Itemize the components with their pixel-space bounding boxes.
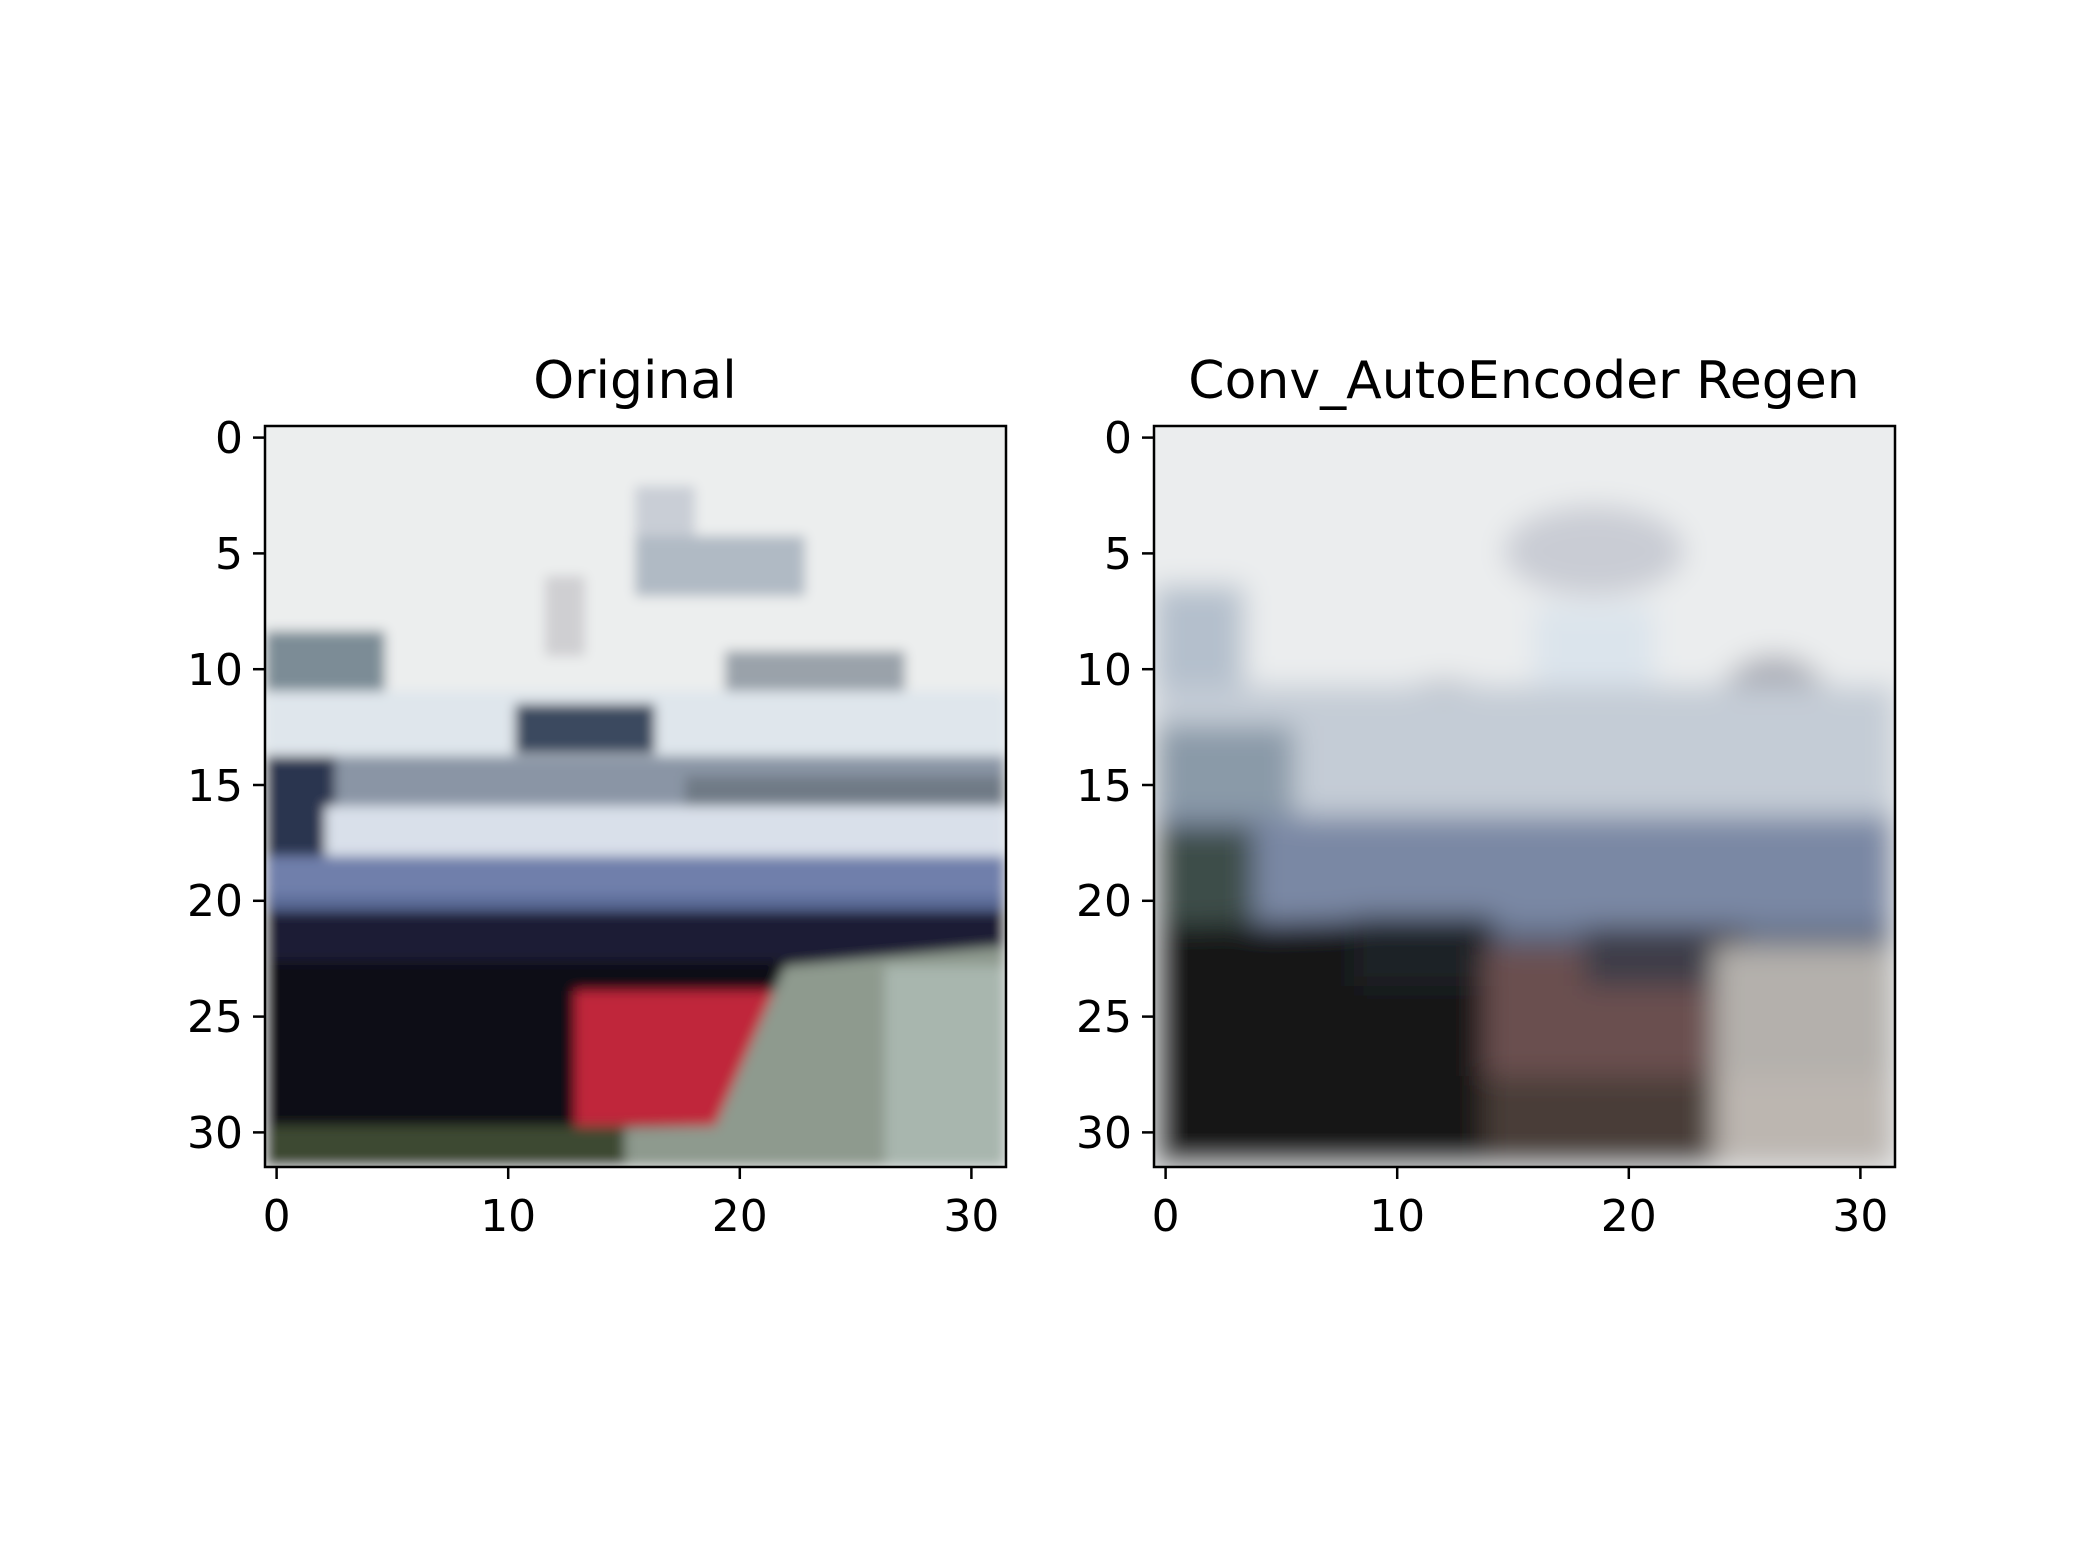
panel-title: Original: [533, 351, 736, 411]
y-tick-label: 20: [187, 876, 243, 927]
y-tick-label: 5: [1104, 529, 1132, 580]
x-tick-label: 10: [480, 1191, 536, 1242]
panel-title: Conv_AutoEncoder Regen: [1188, 351, 1859, 411]
y-tick-label: 30: [187, 1108, 243, 1159]
axes-frame: [1152, 424, 1897, 1169]
x-axis: 0 10 20 30: [263, 1167, 999, 1242]
x-tick-label: 0: [263, 1191, 291, 1242]
panel-original: Original: [187, 351, 1008, 1242]
y-tick-label: 0: [1104, 413, 1132, 464]
panel-regen: Conv_AutoEncoder Regen: [1076, 351, 1897, 1242]
y-tick-label: 5: [215, 529, 243, 580]
x-tick-label: 10: [1369, 1191, 1425, 1242]
y-tick-label: 10: [187, 645, 243, 696]
y-axis: 0 5 10 15 20 25 30: [1076, 413, 1154, 1159]
x-tick-label: 20: [1601, 1191, 1657, 1242]
y-tick-label: 0: [215, 413, 243, 464]
y-tick-label: 10: [1076, 645, 1132, 696]
y-tick-label: 20: [1076, 876, 1132, 927]
y-tick-label: 15: [1076, 761, 1132, 812]
y-tick-label: 25: [1076, 992, 1132, 1043]
x-tick-label: 20: [712, 1191, 768, 1242]
x-tick-label: 30: [1832, 1191, 1888, 1242]
image-regen: [1154, 426, 1895, 1167]
x-tick-label: 0: [1152, 1191, 1180, 1242]
y-tick-label: 25: [187, 992, 243, 1043]
y-tick-label: 15: [187, 761, 243, 812]
y-tick-label: 30: [1076, 1108, 1132, 1159]
y-axis: 0 5 10 15 20 25 30: [187, 413, 265, 1159]
x-tick-label: 30: [943, 1191, 999, 1242]
axes-frame: [263, 424, 1008, 1169]
x-axis: 0 10 20 30: [1152, 1167, 1888, 1242]
image-original: [265, 426, 1006, 1167]
